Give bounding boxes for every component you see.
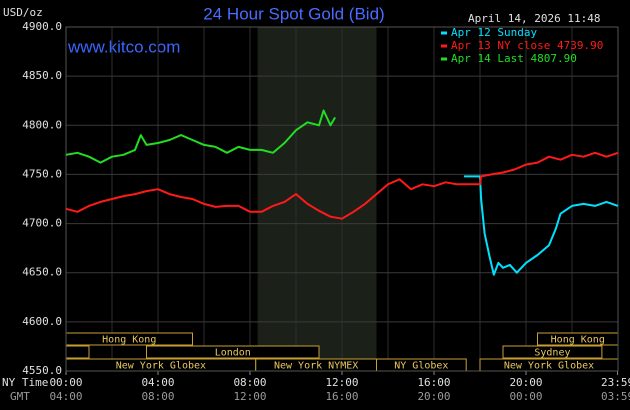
- session-box: [65, 345, 90, 359]
- session-label: New York NYMEX: [274, 361, 358, 372]
- y-tick-label: 4900.0: [22, 20, 62, 33]
- session-label: New York Globex: [116, 361, 206, 372]
- session-label: London: [215, 348, 251, 359]
- x-tick-label: 08:00: [233, 376, 266, 389]
- session-box: [502, 345, 603, 359]
- session-label: Hong Kong: [551, 335, 605, 346]
- session-label: New York Globex: [504, 361, 594, 372]
- y-tick-label: 4700.0: [22, 217, 62, 230]
- session-label: Sydney: [534, 348, 570, 359]
- x-tick-label: 20:00: [509, 376, 542, 389]
- x2-tick-label: 20:00: [417, 390, 450, 403]
- plot-frame: [65, 26, 619, 372]
- y-tick-label: 4650.0: [22, 266, 62, 279]
- chart-title: 24 Hour Spot Gold (Bid): [203, 4, 384, 23]
- legend-label: Apr 12 Sunday: [451, 26, 537, 39]
- legend-label: Apr 13 NY close 4739.90: [451, 39, 603, 52]
- x-tick-label: 00:00: [49, 376, 82, 389]
- x-row-label: NY Time: [2, 376, 48, 389]
- session-label: Hong Kong: [102, 335, 156, 346]
- series-line: [65, 109, 336, 164]
- site-label: www.kitco.com: [67, 37, 180, 56]
- x-tick-label: 16:00: [417, 376, 450, 389]
- y-tick-label: 4850.0: [22, 69, 62, 82]
- x-tick-label: 04:00: [141, 376, 174, 389]
- y-tick-label: 4750.0: [22, 167, 62, 180]
- shaded-range: [257, 27, 377, 371]
- x2-tick-label: 08:00: [141, 390, 174, 403]
- x2-tick-label: 00:00: [509, 390, 542, 403]
- x2-tick-label: 03:59: [601, 390, 630, 403]
- session-label: NY Globex: [394, 361, 448, 372]
- legend-label: Apr 14 Last 4807.90: [451, 52, 577, 65]
- timestamp: April 14, 2026 11:48: [468, 12, 600, 25]
- series-line: [463, 175, 619, 276]
- y-tick-label: 4600.0: [22, 315, 62, 328]
- x2-tick-label: 12:00: [233, 390, 266, 403]
- y-tick-label: 4550.0: [22, 364, 62, 377]
- x2-row-label: GMT: [10, 390, 30, 403]
- x2-tick-label: 04:00: [49, 390, 82, 403]
- y-tick-label: 4800.0: [22, 118, 62, 131]
- session-box: [146, 345, 320, 359]
- x-tick-label: 23:59: [601, 376, 630, 389]
- unit-label: USD/oz: [3, 6, 43, 19]
- series-line: [65, 151, 619, 220]
- x-tick-label: 12:00: [325, 376, 358, 389]
- x2-tick-label: 16:00: [325, 390, 358, 403]
